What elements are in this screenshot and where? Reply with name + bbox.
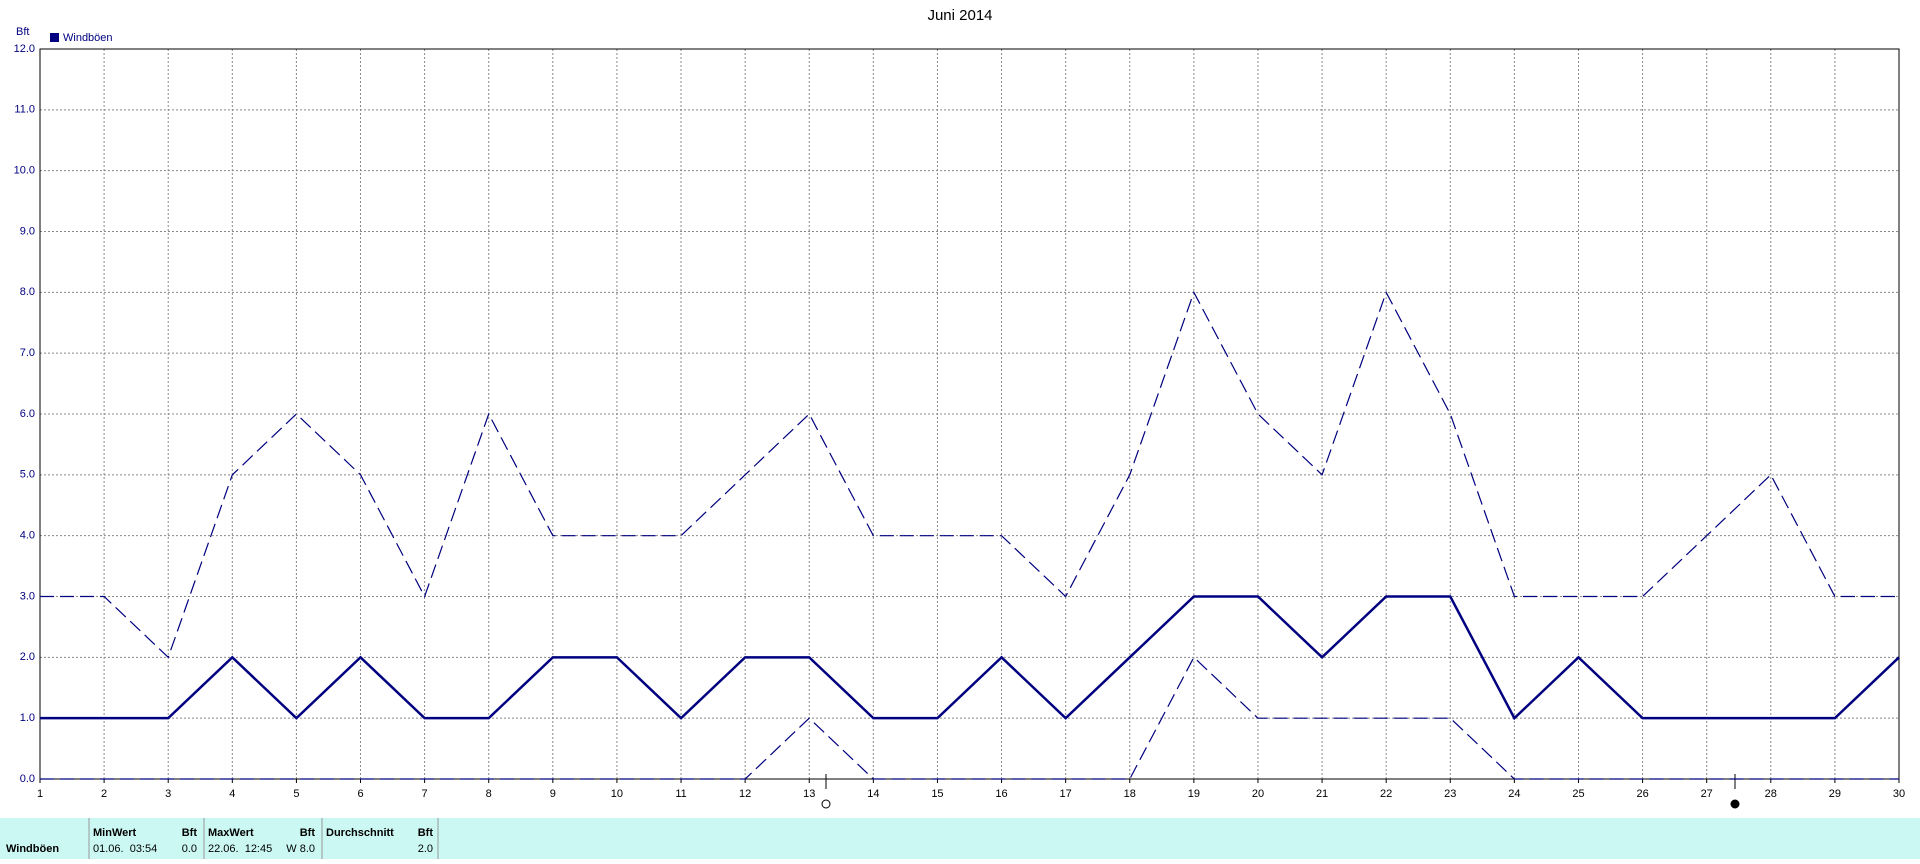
x-tick-label: 11 <box>675 788 686 800</box>
column-header: MaxWert <box>208 827 254 839</box>
y-tick-label: 10.0 <box>14 165 35 177</box>
moon-icon <box>1730 799 1740 809</box>
column-unit: Bft <box>418 827 434 839</box>
y-tick-label: 3.0 <box>20 590 35 602</box>
data-line <box>40 290 1899 659</box>
column-time: 22.06. 12:45 <box>208 843 272 855</box>
x-tick-label: 15 <box>931 788 943 800</box>
x-tick-label: 20 <box>1252 788 1264 800</box>
legend-label: Windböen <box>63 32 113 44</box>
x-tick-label: 27 <box>1701 788 1713 800</box>
x-tick-label: 4 <box>229 788 235 800</box>
x-tick-label: 8 <box>486 788 492 800</box>
x-tick-label: 16 <box>995 788 1007 800</box>
column-unit: Bft <box>300 827 316 839</box>
column-time: 01.06. 03:54 <box>93 843 157 855</box>
y-tick-label: 6.0 <box>20 408 35 420</box>
x-tick-label: 17 <box>1060 788 1072 800</box>
legend-swatch <box>50 33 59 42</box>
x-tick-label: 29 <box>1829 788 1841 800</box>
x-tick-label: 21 <box>1316 788 1328 800</box>
y-tick-label: 12.0 <box>14 43 35 55</box>
column-header: Durchschnitt <box>326 827 394 839</box>
y-tick-label: 2.0 <box>20 651 35 663</box>
plot-frame <box>39 48 1900 780</box>
column-value: 0.0 <box>182 843 197 855</box>
x-tick-label: 9 <box>550 788 556 800</box>
x-tick-label: 14 <box>867 788 879 800</box>
column-value: 2.0 <box>418 843 433 855</box>
x-tick-label: 1 <box>37 788 43 800</box>
x-tick-label: 24 <box>1508 788 1520 800</box>
y-tick-label: 9.0 <box>20 225 35 237</box>
y-tick-label: 1.0 <box>20 712 35 724</box>
x-tick-label: 18 <box>1124 788 1136 800</box>
data-line <box>40 656 1899 780</box>
x-tick-label: 13 <box>803 788 815 800</box>
x-tick-label: 7 <box>422 788 428 800</box>
x-tick-label: 2 <box>101 788 107 800</box>
x-tick-label: 10 <box>611 788 623 800</box>
x-tick-label: 6 <box>357 788 363 800</box>
x-tick-label: 28 <box>1765 788 1777 800</box>
x-tick-label: 30 <box>1893 788 1905 800</box>
y-tick-label: 5.0 <box>20 469 35 481</box>
x-tick-label: 26 <box>1636 788 1648 800</box>
y-tick-label: 4.0 <box>20 530 35 542</box>
x-tick-label: 23 <box>1444 788 1456 800</box>
chart-title: Juni 2014 <box>927 7 992 24</box>
y-tick-label: 11.0 <box>14 104 35 116</box>
x-tick-label: 22 <box>1380 788 1392 800</box>
column-unit: Bft <box>182 827 198 839</box>
x-tick-label: 12 <box>739 788 751 800</box>
y-tick-label: 7.0 <box>20 347 35 359</box>
column-value: W 8.0 <box>286 843 315 855</box>
x-tick-label: 25 <box>1572 788 1584 800</box>
x-tick-label: 5 <box>293 788 299 800</box>
y-axis-label: Bft <box>16 26 29 38</box>
x-tick-label: 19 <box>1188 788 1200 800</box>
summary-band <box>0 818 1920 859</box>
y-tick-label: 0.0 <box>20 773 35 785</box>
column-header: MinWert <box>93 827 137 839</box>
x-tick-label: 3 <box>165 788 171 800</box>
data-line <box>40 595 1900 721</box>
summary-label: Windböen <box>6 843 59 855</box>
moon-icon <box>821 799 831 809</box>
y-tick-label: 8.0 <box>20 286 35 298</box>
